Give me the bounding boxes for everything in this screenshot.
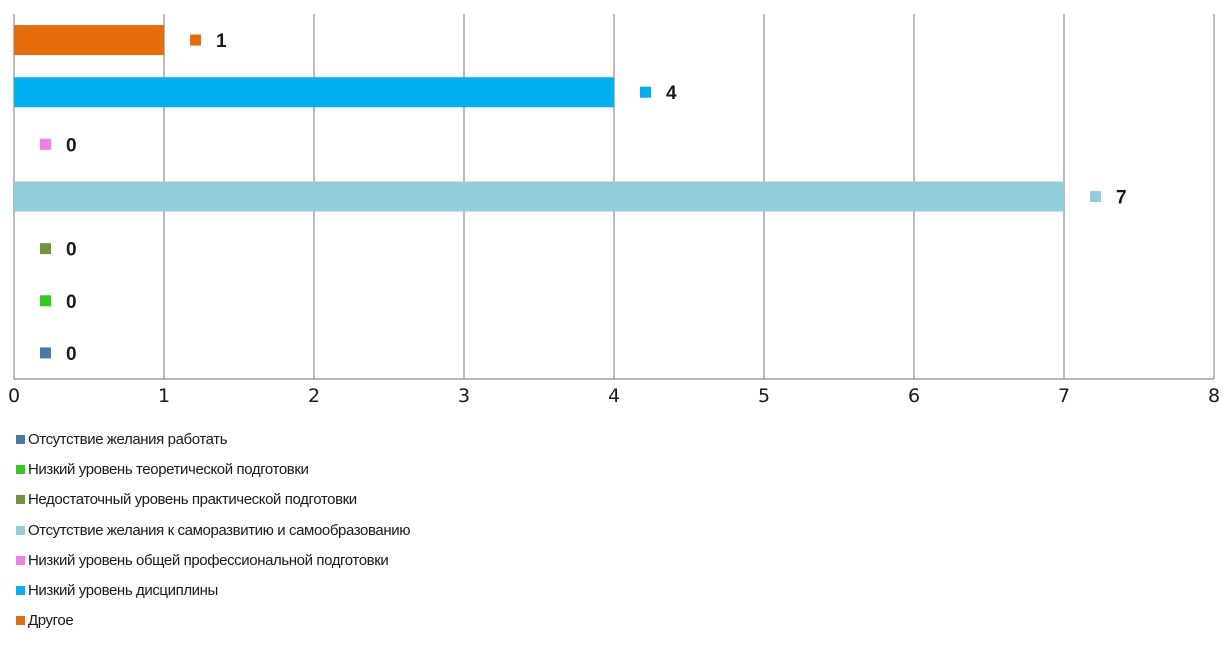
data-label: 0 <box>66 292 77 313</box>
data-label-swatch <box>40 138 51 150</box>
legend-item: Низкий уровень дисциплины <box>16 575 410 605</box>
x-tick-label: 3 <box>458 385 470 407</box>
legend-swatch <box>16 616 25 626</box>
legend-swatch <box>16 464 25 474</box>
legend-swatch <box>16 495 25 505</box>
legend-label: Низкий уровень общей профессиональной по… <box>28 551 389 569</box>
data-label-swatch <box>190 34 201 46</box>
data-label-swatch <box>1090 191 1101 202</box>
bar <box>14 25 164 56</box>
x-tick-label: 8 <box>1208 385 1220 407</box>
data-label-swatch <box>640 86 651 98</box>
legend-item: Другое <box>16 606 410 636</box>
legend-item: Низкий уровень общей профессиональной по… <box>16 545 410 575</box>
legend-swatch <box>16 586 25 596</box>
x-tick-label: 5 <box>758 385 770 407</box>
x-tick-label: 0 <box>8 385 20 407</box>
data-label: 0 <box>66 344 77 365</box>
legend: Отсутствие желания работать Низкий уровен… <box>16 424 410 636</box>
bars <box>14 25 1064 212</box>
x-tick-label: 2 <box>308 385 320 407</box>
data-label: 0 <box>66 135 77 156</box>
x-tick-label: 4 <box>608 385 620 407</box>
bar-chart: 0 0 0 7 0 4 1 0 1 2 3 4 5 6 7 8 <box>8 14 1220 407</box>
data-label-swatch <box>40 243 51 255</box>
legend-label: Низкий уровень теоретической подготовки <box>28 460 309 478</box>
legend-label: Другое <box>28 612 74 630</box>
legend-swatch <box>16 525 25 535</box>
data-label: 0 <box>66 240 77 261</box>
legend-label: Низкий уровень дисциплины <box>28 582 218 600</box>
x-axis-ticks: 0 1 2 3 4 5 6 7 8 <box>8 385 1220 407</box>
bar <box>14 77 614 108</box>
legend-item: Низкий уровень теоретической подготовки <box>16 454 410 484</box>
data-label-swatch <box>40 295 51 307</box>
legend-label: Отсутствие желания работать <box>28 430 228 448</box>
legend-swatch <box>16 555 25 565</box>
x-tick-label: 6 <box>908 385 920 407</box>
data-label: 1 <box>216 31 227 52</box>
legend-label: Отсутствие желания к саморазвитию и само… <box>28 521 411 539</box>
data-labels: 0 0 0 7 0 4 1 <box>40 31 1127 365</box>
legend-item: Отсутствие желания к саморазвитию и само… <box>16 515 410 545</box>
x-tick-label: 1 <box>158 385 170 407</box>
legend-item: Отсутствие желания работать <box>16 424 410 454</box>
data-label: 7 <box>1116 188 1127 209</box>
legend-swatch <box>16 434 25 444</box>
data-label-swatch <box>40 347 51 359</box>
data-label: 4 <box>666 83 677 104</box>
bar <box>14 181 1064 212</box>
x-tick-label: 7 <box>1058 385 1070 407</box>
legend-label: Недостаточный уровень практической подго… <box>28 491 357 509</box>
legend-item: Недостаточный уровень практической подго… <box>16 485 410 515</box>
